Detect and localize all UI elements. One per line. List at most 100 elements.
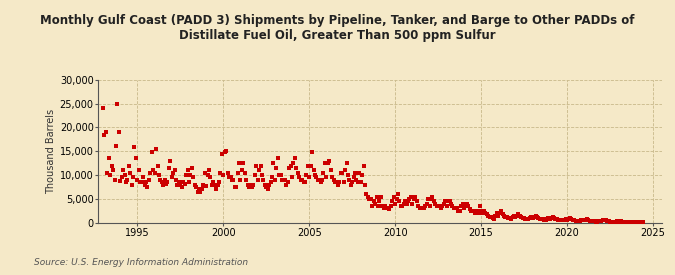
Point: [417, 206, 428, 211]
Point: [471, 211, 482, 215]
Point: [305, 163, 316, 168]
Text: Source: U.S. Energy Information Administration: Source: U.S. Energy Information Administ…: [34, 258, 248, 267]
Point: [278, 178, 289, 182]
Point: [576, 218, 587, 222]
Point: [443, 199, 454, 204]
Point: [269, 178, 280, 182]
Point: [155, 178, 165, 182]
Point: [527, 216, 538, 220]
Point: [466, 209, 477, 213]
Point: [261, 185, 271, 189]
Point: [437, 204, 448, 208]
Point: [487, 216, 498, 220]
Point: [378, 206, 389, 211]
Point: [122, 178, 133, 182]
Point: [431, 204, 442, 208]
Point: [211, 187, 221, 192]
Point: [610, 220, 621, 224]
Point: [373, 204, 383, 208]
Point: [458, 206, 469, 211]
Point: [636, 220, 647, 224]
Point: [142, 185, 153, 189]
Point: [295, 178, 306, 182]
Point: [279, 178, 290, 182]
Point: [231, 185, 242, 189]
Point: [481, 212, 492, 216]
Point: [348, 175, 359, 180]
Point: [491, 211, 502, 215]
Point: [162, 180, 173, 185]
Point: [476, 211, 487, 215]
Point: [354, 170, 364, 175]
Point: [357, 173, 368, 177]
Point: [119, 173, 130, 177]
Point: [268, 161, 279, 165]
Point: [264, 182, 275, 187]
Point: [406, 194, 416, 199]
Point: [136, 180, 147, 185]
Point: [592, 219, 603, 224]
Point: [101, 130, 111, 134]
Point: [562, 218, 572, 222]
Point: [238, 161, 249, 165]
Point: [182, 168, 193, 172]
Point: [342, 173, 353, 177]
Point: [623, 220, 634, 224]
Point: [242, 182, 253, 187]
Point: [246, 185, 257, 189]
Point: [416, 206, 427, 211]
Point: [302, 163, 313, 168]
Point: [546, 216, 557, 220]
Point: [185, 173, 196, 177]
Point: [281, 182, 292, 187]
Point: [296, 178, 307, 182]
Point: [513, 212, 524, 216]
Point: [401, 202, 412, 206]
Point: [271, 166, 281, 170]
Point: [494, 211, 505, 215]
Point: [463, 204, 474, 208]
Point: [572, 219, 583, 223]
Point: [346, 182, 356, 187]
Point: [192, 189, 203, 194]
Point: [397, 204, 408, 208]
Point: [205, 175, 216, 180]
Point: [196, 187, 207, 192]
Point: [420, 204, 431, 208]
Point: [393, 192, 404, 196]
Point: [294, 175, 304, 180]
Point: [550, 217, 561, 221]
Point: [337, 170, 348, 175]
Point: [506, 217, 516, 221]
Point: [208, 180, 219, 185]
Point: [434, 204, 445, 208]
Point: [629, 220, 640, 224]
Point: [444, 199, 455, 204]
Point: [537, 217, 548, 222]
Point: [173, 180, 184, 185]
Point: [447, 204, 458, 208]
Point: [468, 209, 479, 213]
Point: [600, 218, 611, 222]
Point: [507, 215, 518, 219]
Point: [446, 202, 456, 206]
Point: [304, 175, 315, 180]
Point: [138, 175, 148, 180]
Point: [213, 180, 224, 185]
Point: [124, 163, 134, 168]
Point: [367, 204, 378, 208]
Point: [263, 187, 273, 192]
Point: [325, 168, 336, 172]
Point: [456, 204, 466, 208]
Point: [315, 180, 326, 185]
Point: [139, 182, 150, 187]
Point: [411, 199, 422, 204]
Point: [457, 202, 468, 206]
Point: [370, 202, 381, 206]
Point: [347, 180, 358, 185]
Point: [158, 182, 169, 187]
Point: [151, 147, 161, 151]
Point: [535, 217, 545, 221]
Point: [258, 178, 269, 182]
Point: [180, 182, 190, 186]
